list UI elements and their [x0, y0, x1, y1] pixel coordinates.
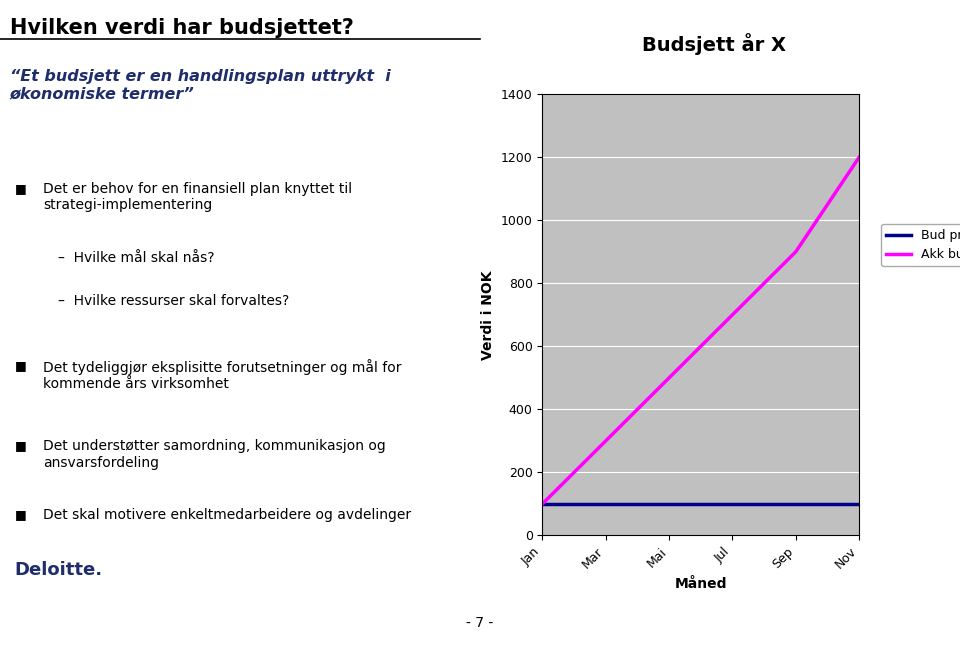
Text: Budsjett år X: Budsjett år X: [642, 33, 786, 55]
Bud pr mnd: [853, 500, 865, 508]
Text: Deloitte.: Deloitte.: [14, 561, 103, 579]
Bud pr mnd: [790, 500, 802, 508]
Legend: Bud pr mnd, Akk bud.: Bud pr mnd, Akk bud.: [881, 224, 960, 266]
Akk bud.: [600, 437, 612, 445]
Akk bud.: [790, 248, 802, 256]
Akk bud.: [537, 500, 548, 508]
Akk bud.: [663, 374, 675, 382]
Line: Akk bud.: Akk bud.: [542, 157, 859, 504]
Y-axis label: Verdi i NOK: Verdi i NOK: [481, 270, 495, 360]
Text: “Et budsjett er en handlingsplan uttrykt  i 
økonomiske termer”: “Et budsjett er en handlingsplan uttrykt…: [10, 69, 396, 101]
Text: Det understøtter samordning, kommunikasjon og
ansvarsfordeling: Det understøtter samordning, kommunikasj…: [43, 439, 386, 470]
Text: –  Hvilke ressurser skal forvaltes?: – Hvilke ressurser skal forvaltes?: [58, 295, 289, 308]
Text: –  Hvilke mål skal nås?: – Hvilke mål skal nås?: [58, 251, 214, 265]
Text: Det tydeliggjør eksplisitte forutsetninger og mål for
kommende års virksomhet: Det tydeliggjør eksplisitte forutsetning…: [43, 359, 401, 391]
Text: Hvilken verdi har budsjettet?: Hvilken verdi har budsjettet?: [10, 18, 353, 38]
Akk bud.: [727, 311, 738, 319]
Text: ■: ■: [14, 359, 26, 372]
Text: ■: ■: [14, 182, 26, 195]
Bud pr mnd: [727, 500, 738, 508]
Text: - 7 -: - 7 -: [467, 616, 493, 630]
Text: Det er behov for en finansiell plan knyttet til
strategi­implementering: Det er behov for en finansiell plan knyt…: [43, 182, 352, 212]
Text: Det skal motivere enkeltmedarbeidere og avdelinger: Det skal motivere enkeltmedarbeidere og …: [43, 508, 411, 522]
Text: ■: ■: [14, 439, 26, 452]
Akk bud.: [853, 153, 865, 161]
Bud pr mnd: [537, 500, 548, 508]
Bud pr mnd: [600, 500, 612, 508]
Bud pr mnd: [663, 500, 675, 508]
Text: ■: ■: [14, 508, 26, 521]
X-axis label: Måned: Måned: [675, 577, 727, 591]
